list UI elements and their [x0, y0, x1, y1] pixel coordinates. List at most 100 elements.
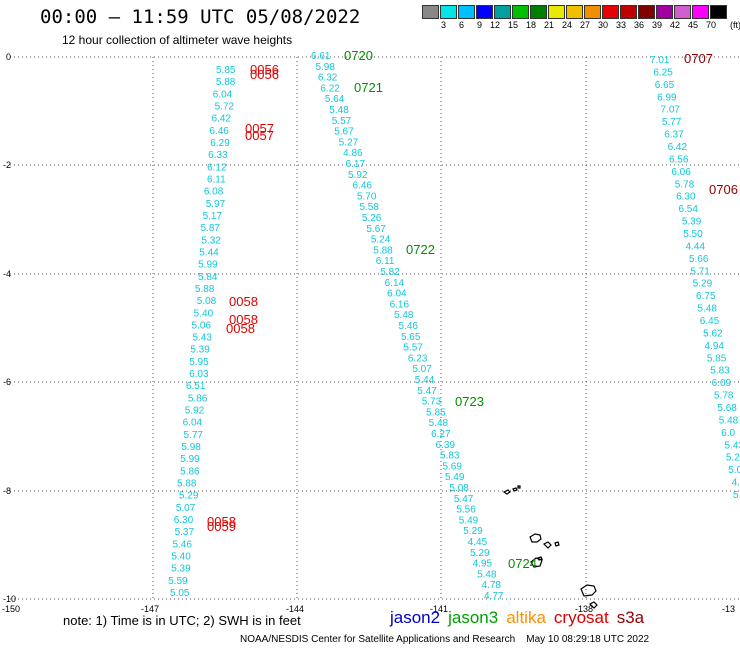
wave-height-value: 5.69: [442, 461, 462, 472]
pass-time-label: 0056: [250, 67, 279, 82]
colorbar-label: 15: [507, 20, 518, 30]
wave-height-value: 5.47: [454, 494, 474, 505]
wave-height-value: 5.43: [192, 333, 212, 344]
island-outline: [512, 487, 518, 492]
colorbar-label: 24: [561, 20, 572, 30]
pass-time-label: 0057: [245, 121, 274, 136]
lon-tick-label: -147: [141, 604, 159, 614]
pass-time-label: 0706: [709, 182, 738, 197]
pass-time-label: 0722: [406, 242, 435, 257]
wave-height-value: 5.06: [192, 320, 212, 331]
colorbar-swatch: [566, 5, 583, 19]
colorbar-swatch: [440, 5, 457, 19]
lon-tick-label: -13: [722, 604, 735, 614]
colorbar-swatch: [674, 5, 691, 19]
wave-height-value: 6.29: [210, 138, 230, 149]
lat-tick-label: -2: [3, 160, 11, 170]
colorbar-label: 3: [440, 20, 446, 30]
wave-height-value: 6.06: [671, 167, 691, 178]
wave-height-value: 5.82: [380, 267, 400, 278]
wave-height-value: 5.46: [172, 539, 192, 550]
wave-height-value: 5.48: [477, 569, 497, 580]
wave-height-value: 5.29: [693, 279, 713, 290]
wave-height-value: 5.44: [415, 375, 435, 386]
wave-height-value: 5.26: [362, 213, 382, 224]
wave-height-value: 6.12: [207, 162, 227, 173]
island-outline: [580, 584, 597, 597]
wave-height-value: 4.94: [705, 341, 725, 352]
wave-height-value: 5.67: [334, 127, 354, 138]
wave-height-value: 5.43: [725, 440, 740, 451]
wave-height-value: 5.44: [199, 247, 219, 258]
wave-height-value: 5.0: [733, 490, 740, 501]
wave-height-value: 5.88: [177, 479, 197, 490]
wave-height-value: 5.39: [682, 217, 702, 228]
wave-height-value: 6.25: [653, 67, 673, 78]
wave-height-value: 5.57: [332, 116, 352, 127]
wave-height-value: 5.87: [200, 223, 220, 234]
wave-height-value: 5.88: [216, 77, 236, 88]
colorbar-swatch: [476, 5, 493, 19]
wave-height-value: 5.40: [194, 308, 214, 319]
wave-height-value: 5.47: [417, 386, 437, 397]
colorbar-swatch: [710, 5, 727, 19]
wave-height-value: 6.45: [700, 316, 720, 327]
wave-height-value: 6.04: [183, 418, 203, 429]
wave-height-value: 5.24: [371, 235, 391, 246]
wave-height-value: 6.03: [189, 369, 209, 380]
colorbar-swatch: [620, 5, 637, 19]
wave-height-value: 5.85: [426, 407, 446, 418]
colorbar-label: 42: [669, 20, 680, 30]
wave-height-value: 6.61: [311, 51, 331, 62]
wave-height-value: 5.98: [315, 62, 335, 73]
wave-height-value: 6.16: [390, 299, 410, 310]
colorbar-label: 30: [597, 20, 608, 30]
lat-tick-label: -4: [3, 269, 11, 279]
wave-height-value: 5.72: [215, 101, 235, 112]
wave-height-value: 5.56: [456, 505, 476, 516]
wave-height-value: 6.11: [207, 174, 226, 185]
wave-height-value: 5.88: [195, 284, 215, 295]
wave-height-value: 5.57: [403, 343, 423, 354]
colorbar-unit: (ft): [730, 20, 740, 30]
wave-height-value: 5.32: [201, 235, 221, 246]
wave-height-value: 6.04: [387, 289, 407, 300]
wave-height-value: 5.27: [339, 137, 359, 148]
wave-height-value: 5.92: [348, 170, 368, 181]
wave-height-value: 5.59: [168, 576, 188, 587]
wave-height-value: 6.42: [668, 142, 688, 153]
wave-height-value: 5.62: [703, 328, 723, 339]
wave-height-value: 5.77: [662, 117, 682, 128]
wave-height-value: 6.17: [346, 159, 366, 170]
legend-cryosat: cryosat: [553, 608, 609, 627]
colorbar-label: 33: [615, 20, 626, 30]
wave-height-value: 5.48: [429, 418, 449, 429]
pass-time-label: 0058: [207, 514, 236, 529]
wave-height-value: 4.86: [343, 148, 363, 159]
lat-tick-label: -6: [3, 377, 11, 387]
wave-height-value: 6.56: [669, 154, 689, 165]
wave-height-value: 5.08: [449, 483, 469, 494]
map-subtitle: 12 hour collection of altimeter wave hei…: [62, 33, 293, 47]
colorbar-swatch: [422, 5, 439, 19]
colorbar-label: 12: [489, 20, 500, 30]
pass-time-label: 0724: [508, 556, 537, 571]
pass-time-label: 0058: [226, 321, 255, 336]
wave-height-value: 5.00: [728, 465, 740, 476]
colorbar-label: 21: [543, 20, 554, 30]
wave-height-value: 6.99: [657, 92, 677, 103]
wave-height-value: 5.48: [719, 415, 739, 426]
pass-time-label: 0057: [245, 128, 274, 143]
colorbar-swatch: [548, 5, 565, 19]
colorbar-swatch: [602, 5, 619, 19]
wave-height-value: 4.45: [468, 537, 488, 548]
legend-altika: altika: [506, 608, 546, 627]
lat-tick-label: 0: [6, 52, 11, 62]
wave-height-value: 5.48: [329, 105, 349, 116]
wave-height-value: 5.49: [459, 515, 479, 526]
wave-height-value: 6.27: [431, 429, 451, 440]
wave-height-value: 6.14: [385, 278, 405, 289]
wave-height-value: 5.29: [470, 548, 490, 559]
wave-height-value: 5.84: [198, 272, 218, 283]
